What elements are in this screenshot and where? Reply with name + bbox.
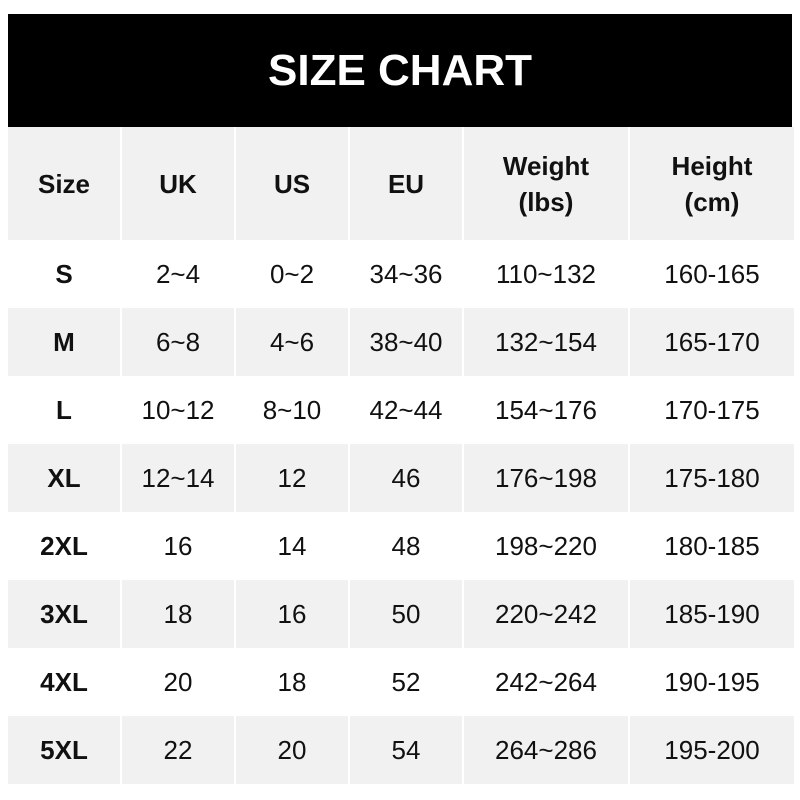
column-header: US [236,127,348,240]
table-cell: 20 [236,716,348,784]
table-cell: 170-175 [630,376,794,444]
table-cell: 20 [122,648,234,716]
table-cell: 16 [122,512,234,580]
table-cell: 180-185 [630,512,794,580]
table-cell: 10~12 [122,376,234,444]
table-cell: 34~36 [350,240,462,308]
table-cell: 8~10 [236,376,348,444]
table-cell: 195-200 [630,716,794,784]
table-cell: 264~286 [464,716,628,784]
row-size-label: 5XL [8,716,120,784]
table-cell: 6~8 [122,308,234,376]
table-cell: 18 [122,580,234,648]
table-cell: 175-180 [630,444,794,512]
table-cell: 4~6 [236,308,348,376]
column-header: EU [350,127,462,240]
row-size-label: L [8,376,120,444]
table-cell: 2~4 [122,240,234,308]
column-header: Height (cm) [630,127,794,240]
row-size-label: S [8,240,120,308]
table-cell: 198~220 [464,512,628,580]
column-header: UK [122,127,234,240]
table-cell: 132~154 [464,308,628,376]
table-cell: 22 [122,716,234,784]
table-cell: 52 [350,648,462,716]
table-cell: 48 [350,512,462,580]
table-cell: 18 [236,648,348,716]
table-cell: 16 [236,580,348,648]
table-cell: 38~40 [350,308,462,376]
table-cell: 50 [350,580,462,648]
size-table: Size UK US EU Weight (lbs) Height (cm) S 2~4 0~2… [8,127,794,784]
table-cell: 190-195 [630,648,794,716]
table-cell: 160-165 [630,240,794,308]
table-cell: 12~14 [122,444,234,512]
table-cell: 14 [236,512,348,580]
table-cell: 0~2 [236,240,348,308]
table-cell: 165-170 [630,308,794,376]
chart-title: SIZE CHART [8,14,792,127]
table-cell: 242~264 [464,648,628,716]
row-size-label: 3XL [8,580,120,648]
table-cell: 220~242 [464,580,628,648]
table-cell: 176~198 [464,444,628,512]
table-cell: 110~132 [464,240,628,308]
row-size-label: 4XL [8,648,120,716]
table-cell: 154~176 [464,376,628,444]
table-cell: 46 [350,444,462,512]
table-cell: 185-190 [630,580,794,648]
table-cell: 12 [236,444,348,512]
column-header: Size [8,127,120,240]
column-header: Weight (lbs) [464,127,628,240]
table-cell: 54 [350,716,462,784]
row-size-label: M [8,308,120,376]
row-size-label: XL [8,444,120,512]
table-cell: 42~44 [350,376,462,444]
row-size-label: 2XL [8,512,120,580]
